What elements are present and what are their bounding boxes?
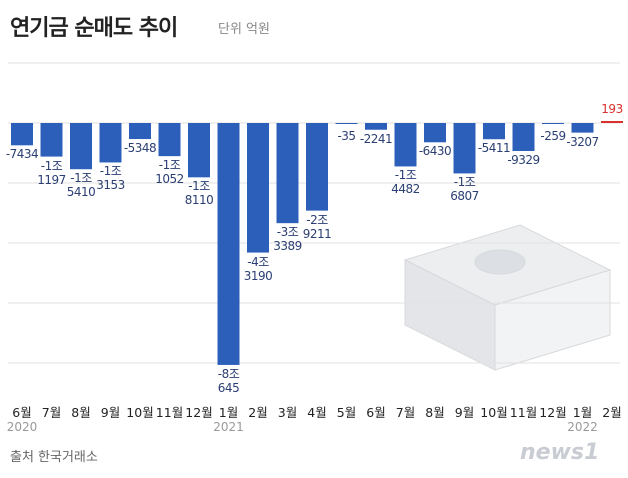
x-tick-label: 12월 — [539, 405, 567, 420]
year-label: 2020 — [6, 420, 38, 434]
value-label: -1조 1197 — [37, 158, 66, 187]
bar — [512, 123, 535, 151]
x-tick-label: 1월 — [572, 405, 593, 420]
value-label: -2조 9211 — [302, 212, 332, 241]
bar — [158, 123, 181, 157]
bar — [571, 123, 594, 133]
bar — [188, 123, 210, 178]
bar — [601, 121, 623, 123]
bar — [306, 123, 328, 211]
x-tick-label: 7월 — [41, 405, 62, 420]
x-tick-label: 10월 — [480, 405, 508, 420]
value-label: -3조 3389 — [273, 225, 302, 254]
x-tick-label: 11월 — [155, 405, 184, 420]
value-label: -1조 4482 — [391, 168, 420, 197]
value-label: -9329 — [507, 152, 540, 167]
bar — [40, 123, 63, 157]
bar — [247, 123, 269, 253]
x-tick-label: 4월 — [307, 405, 327, 420]
value-label: -6430 — [418, 144, 452, 159]
x-tick-label: 8월 — [71, 405, 91, 420]
value-label: -259 — [540, 129, 566, 143]
bar — [365, 123, 387, 130]
x-tick-label: 9월 — [100, 405, 121, 420]
value-label: -1조 6807 — [450, 175, 479, 204]
bar — [483, 123, 505, 140]
bar — [217, 123, 240, 365]
source: 출처 한국거래소 — [10, 450, 98, 465]
x-tick-label: 3월 — [277, 405, 298, 420]
x-tick-label: 2월 — [248, 405, 268, 420]
value-label: -8조 645 — [217, 366, 240, 395]
year-label: 2022 — [567, 420, 598, 434]
bar — [335, 123, 358, 124]
bar — [99, 123, 122, 163]
value-label: -1조 5410 — [66, 171, 96, 200]
value-label: -1조 3153 — [96, 164, 125, 193]
value-label: -5411 — [477, 141, 511, 156]
x-tick-label: 5월 — [336, 405, 357, 420]
x-tick-label: 7월 — [395, 405, 416, 420]
value-label: -1조 1052 — [155, 158, 184, 187]
x-tick-label: 2월 — [602, 405, 622, 420]
bar — [453, 123, 476, 174]
value-label: -2241 — [359, 131, 393, 146]
value-label: -35 — [337, 129, 356, 143]
x-tick-label: 6월 — [366, 405, 386, 420]
x-tick-label: 1월 — [218, 405, 239, 420]
chart-title: 연기금 순매도 추이 — [10, 16, 178, 41]
bar — [394, 123, 417, 167]
money-illustration — [403, 224, 612, 371]
x-tick-label: 8월 — [425, 405, 445, 420]
bar — [542, 123, 564, 124]
x-tick-label: 6월 — [12, 405, 32, 420]
value-label: -5348 — [123, 141, 157, 156]
x-tick-label: 12월 — [185, 405, 213, 420]
bar — [276, 123, 299, 224]
bar — [129, 123, 151, 140]
value-label: -3207 — [566, 134, 599, 149]
bar — [70, 123, 92, 170]
value-label: 193 — [601, 102, 623, 117]
value-label: -7434 — [5, 147, 39, 162]
x-tick-label: 9월 — [454, 405, 475, 420]
year-label: 2021 — [213, 420, 244, 434]
unit-label: 단위 억원 — [218, 22, 270, 37]
bar — [424, 123, 446, 143]
value-label: -1조 8110 — [184, 179, 214, 208]
bar — [11, 123, 33, 146]
value-label: -4조 3190 — [243, 254, 273, 283]
logo: news1 — [520, 440, 600, 465]
x-tick-label: 10월 — [126, 405, 154, 420]
x-tick-label: 11월 — [509, 405, 538, 420]
